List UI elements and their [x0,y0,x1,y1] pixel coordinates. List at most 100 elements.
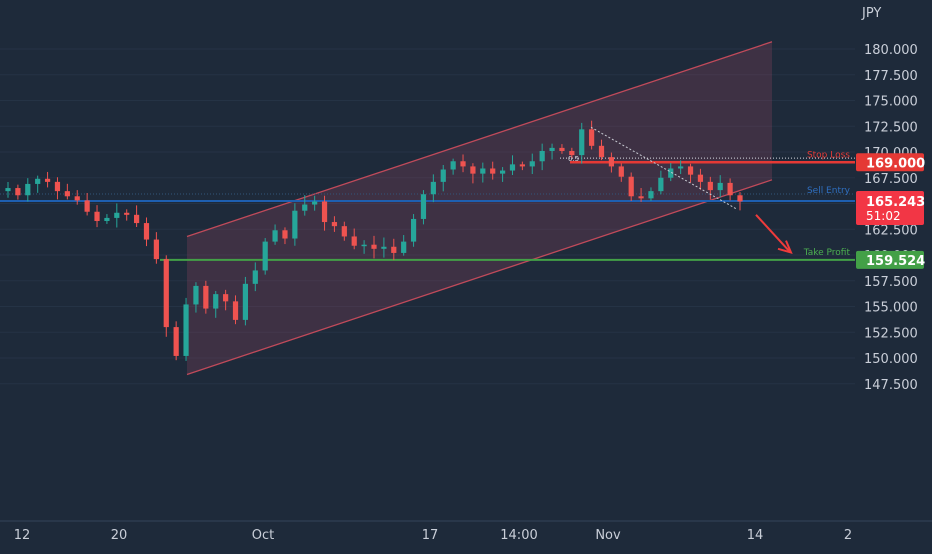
candle-body [262,241,268,271]
candle-body [549,147,555,151]
time-axis[interactable]: 12 20 Oct 17 14:00 Nov 14 2 [0,520,932,543]
candle-body [292,210,298,239]
price-tag-background [856,250,924,269]
candle-body [381,246,387,249]
sell-entry-label: Sell Entry [807,186,851,196]
candle-body [480,168,486,174]
price-tick-label: 162.500 [864,223,918,238]
channel-upper-line[interactable] [186,41,773,238]
candle-body [321,201,328,223]
candle-body [124,212,130,215]
price-tick-label: 150.000 [864,352,918,367]
candle-body [529,161,535,167]
candle-body [608,157,615,167]
time-tick-label: 12 [14,528,31,543]
take-profit-label: Take Profit [803,248,851,258]
bar-countdown: 51:02 [866,209,901,223]
annotations[interactable] [590,126,793,254]
candle-body [84,200,90,212]
candle-body [391,246,397,253]
candle-body [539,150,545,162]
candle-body [203,285,209,309]
candle-body [401,241,407,253]
projection-arrow-line[interactable] [755,214,791,253]
candle-body [618,166,624,177]
candle-body [638,196,644,199]
price-tag-value: 169.000 [866,156,925,171]
candle-body [460,161,466,167]
candle-body [509,164,516,171]
price-tick-label: 155.000 [864,301,918,316]
candle-body [678,166,684,169]
candle-body [272,230,278,242]
candle-body [302,204,308,211]
candle-body [697,174,704,182]
fib-level-label: 0.5 [568,155,579,163]
candle-body [737,195,743,202]
candle-body [628,176,634,197]
candle-body [282,230,288,239]
parallel-channel[interactable] [186,41,773,376]
channel-lower-line[interactable] [186,179,773,376]
candle-body [44,178,51,182]
candle-body [687,166,694,175]
candle-body [598,145,605,158]
candle-body [727,182,733,196]
time-tick-label: 20 [111,528,128,543]
candle-body [64,191,70,197]
candle-body [242,283,249,320]
candle-body [707,181,713,191]
time-tick-label: Oct [252,528,274,543]
candle-body [143,223,150,240]
candle-body [440,169,446,182]
candle-body [658,177,664,192]
stop-loss-label: Stop Loss [807,150,850,160]
price-tick-label: 167.500 [864,172,918,187]
candle-body [589,129,595,146]
candle-body [54,181,61,192]
candle-body [717,182,723,191]
candle-body [232,301,239,320]
candle-body [183,304,189,356]
candle-body [223,294,229,302]
price-tick-label: 175.000 [864,95,918,110]
candle-body [133,214,140,224]
price-tick-label: 172.500 [864,120,918,135]
price-tag-value: 165.243 [866,195,925,210]
price-tag-value: 159.524 [866,254,925,269]
price-tick-label: 152.500 [864,326,918,341]
candle-body [35,178,41,184]
candle-body [312,201,318,205]
projection-arrowhead [777,240,793,254]
candle-body [410,218,417,242]
candle-body [361,244,367,247]
candle-body [450,161,456,170]
candle-body [341,226,347,237]
price-tick-label: 177.500 [864,69,918,84]
trade-levels[interactable]: Stop Loss Sell Entry Take Profit 0.5 [0,150,855,261]
time-tick-label: 14:00 [500,528,537,543]
candle-body [94,211,100,222]
candle-body [430,181,436,195]
candle-body [173,327,179,356]
candle-body [213,294,219,309]
candle-body [470,166,476,174]
candle-body [331,222,338,227]
candle-body [193,285,199,305]
candle-body [499,170,506,174]
candle-body [519,164,525,167]
candle-body [114,212,120,218]
candle-body [25,183,31,196]
channel-fill [187,41,772,375]
candle-body [569,150,575,156]
candle-body [371,244,377,249]
price-tag-background [856,190,924,225]
time-tick-label: 17 [422,528,439,543]
candle-body [490,168,496,174]
candle-body [559,147,565,151]
time-tick-label: Nov [595,528,621,543]
